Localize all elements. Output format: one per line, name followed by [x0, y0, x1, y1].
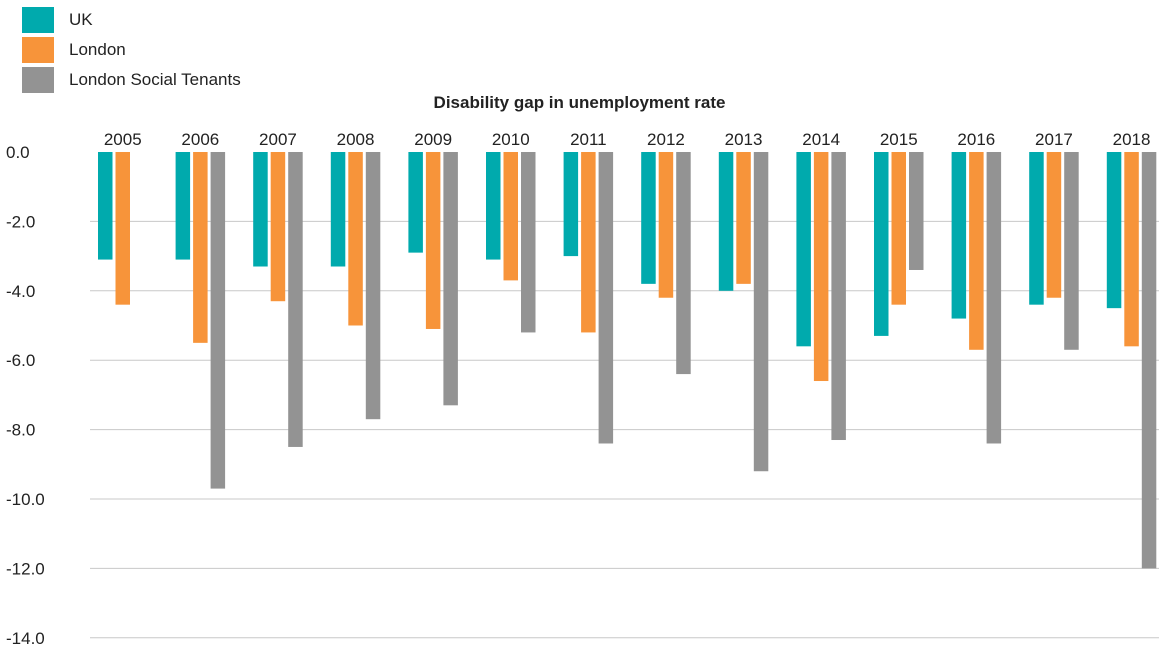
bar-uk-2005	[98, 152, 113, 260]
x-tick-label-2009: 2009	[414, 130, 452, 149]
bar-london-2016	[969, 152, 984, 350]
bar-uk-2010	[486, 152, 501, 260]
bar-london-2005	[115, 152, 130, 305]
x-tick-label-2014: 2014	[802, 130, 840, 149]
legend-label-london-social-tenants: London Social Tenants	[69, 70, 241, 89]
bar-uk-2009	[408, 152, 423, 253]
bar-london-2015	[891, 152, 906, 305]
bar-london-2017	[1046, 152, 1062, 298]
bar-london-social-tenants-2011	[598, 152, 614, 444]
x-tick-label-2015: 2015	[880, 130, 918, 149]
bar-london-social-tenants-2018	[1141, 152, 1157, 569]
x-tick-label-2013: 2013	[725, 130, 763, 149]
bar-uk-2016	[951, 152, 967, 319]
y-axis-labels: 0.0 -2.0 -4.0 -6.0 -8.0 -10.0 -12.0 -14.0	[6, 143, 45, 646]
legend-label-uk: UK	[69, 10, 93, 29]
x-tick-label-2006: 2006	[181, 130, 219, 149]
bar-uk-2006	[175, 152, 191, 260]
bar-london-2011	[581, 152, 596, 333]
bar-london-social-tenants-2007	[288, 152, 303, 447]
y-tick-label: -8.0	[6, 421, 35, 440]
bar-uk-2017	[1029, 152, 1044, 305]
x-tick-label-2018: 2018	[1113, 130, 1151, 149]
bar-london-2008	[348, 152, 363, 326]
legend-item-london-social-tenants: London Social Tenants	[22, 66, 241, 94]
bar-london-2013	[736, 152, 751, 284]
y-tick-label: -4.0	[6, 282, 35, 301]
bar-london-social-tenants-2008	[365, 152, 381, 420]
x-axis-labels: 2005 2006 2007 2008 2009 2010 2011 2012 2013 2014…	[104, 130, 1151, 149]
bar-uk-2014	[796, 152, 811, 347]
x-tick-label-2012: 2012	[647, 130, 685, 149]
bar-london-social-tenants-2009	[443, 152, 458, 406]
x-tick-label-2005: 2005	[104, 130, 142, 149]
x-tick-label-2017: 2017	[1035, 130, 1073, 149]
bar-uk-2008	[330, 152, 346, 267]
x-tick-label-2007: 2007	[259, 130, 297, 149]
bar-london-2009	[425, 152, 441, 329]
bar-uk-2007	[253, 152, 268, 267]
y-tick-label: -12.0	[6, 559, 45, 578]
bar-london-2006	[193, 152, 208, 343]
x-tick-label-2011: 2011	[570, 130, 607, 149]
bar-london-social-tenants-2012	[676, 152, 691, 375]
bar-london-social-tenants-2016	[986, 152, 1002, 444]
x-tick-label-2010: 2010	[492, 130, 530, 149]
bar-uk-2012	[641, 152, 656, 284]
x-tick-label-2016: 2016	[957, 130, 995, 149]
legend-item-london: London	[22, 36, 241, 64]
legend: UK London London Social Tenants	[22, 6, 241, 96]
bar-london-social-tenants-2013	[753, 152, 769, 472]
bar-london-social-tenants-2015	[909, 152, 924, 270]
bar-london-social-tenants-2017	[1064, 152, 1079, 350]
y-tick-label: -10.0	[6, 490, 45, 509]
bar-london-social-tenants-2010	[521, 152, 536, 333]
y-tick-label: 0.0	[6, 143, 30, 162]
legend-swatch-london-social-tenants	[22, 67, 54, 93]
legend-swatch-uk	[22, 7, 54, 33]
legend-item-uk: UK	[22, 6, 241, 34]
bar-london-social-tenants-2006	[210, 152, 226, 489]
bar-london-2010	[503, 152, 518, 281]
bar-london-2007	[270, 152, 286, 302]
bar-london-social-tenants-2014	[831, 152, 846, 441]
y-tick-label: -14.0	[6, 629, 45, 646]
legend-label-london: London	[69, 40, 126, 59]
bar-london-2012	[658, 152, 674, 298]
bar-uk-2013	[718, 152, 734, 291]
bar-uk-2018	[1106, 152, 1122, 309]
bar-london-2018	[1124, 152, 1139, 347]
bars	[98, 152, 1157, 569]
legend-swatch-london	[22, 37, 54, 63]
y-tick-label: -2.0	[6, 212, 35, 231]
y-tick-label: -6.0	[6, 351, 35, 370]
bar-uk-2011	[563, 152, 579, 257]
bar-uk-2015	[874, 152, 889, 336]
x-tick-label-2008: 2008	[337, 130, 375, 149]
bar-london-2014	[813, 152, 829, 382]
chart-title: Disability gap in unemployment rate	[433, 93, 726, 112]
